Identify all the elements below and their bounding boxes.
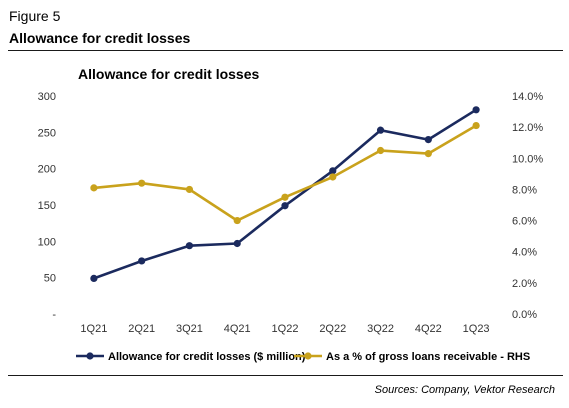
series-1-point bbox=[233, 239, 241, 248]
y-right-tick-label: 4.0% bbox=[512, 247, 537, 259]
series-2-point bbox=[90, 184, 98, 192]
y-left-tick-label: 50 bbox=[44, 273, 56, 285]
series-1-point bbox=[376, 126, 385, 134]
y-left-tick-label: 250 bbox=[38, 127, 56, 139]
series-2-point bbox=[281, 193, 289, 201]
y-right-tick-label: 8.0% bbox=[512, 184, 537, 196]
series-1-point bbox=[90, 274, 98, 282]
x-tick-label: 1Q23 bbox=[463, 323, 490, 335]
legend: Allowance for credit losses ($ million) A… bbox=[76, 351, 530, 363]
series-1-point bbox=[472, 106, 480, 114]
x-axis: 1Q21 2Q21 3Q21 4Q21 1Q22 2Q22 3Q22 4Q22 1Q23 bbox=[80, 323, 489, 335]
x-tick-label: 2Q21 bbox=[128, 323, 155, 335]
y-right-tick-label: 14.0% bbox=[512, 91, 543, 103]
y-left-tick-label: 150 bbox=[38, 200, 56, 212]
y-left-tick-label: 300 bbox=[38, 91, 56, 103]
left-axis: - 50 100 150 200 250 300 bbox=[38, 91, 57, 321]
chart-title: Allowance for credit losses bbox=[78, 66, 259, 82]
series-2-point bbox=[424, 150, 432, 158]
series-1-point bbox=[281, 202, 289, 210]
series-1-point bbox=[424, 136, 432, 144]
x-tick-label: 2Q22 bbox=[319, 323, 346, 335]
series-2-point bbox=[329, 173, 337, 181]
legend-marker-2 bbox=[304, 352, 312, 360]
y-left-tick-label: 200 bbox=[38, 164, 56, 176]
legend-label-2: As a % of gross loans receivable - RHS bbox=[326, 351, 530, 363]
figure-title: Allowance for credit losses bbox=[9, 30, 191, 46]
y-right-tick-label: 2.0% bbox=[512, 278, 537, 290]
series-1-point bbox=[329, 167, 337, 175]
legend-marker-1 bbox=[86, 352, 94, 360]
bottom-divider bbox=[8, 375, 563, 376]
top-divider bbox=[8, 50, 563, 51]
x-tick-label: 4Q22 bbox=[415, 323, 442, 335]
x-tick-label: 1Q22 bbox=[272, 323, 299, 335]
series-layer bbox=[90, 106, 480, 282]
series-2-point bbox=[185, 185, 194, 194]
legend-label-1: Allowance for credit losses ($ million) bbox=[108, 351, 306, 363]
x-tick-label: 1Q21 bbox=[80, 323, 107, 335]
series-1-point bbox=[138, 257, 146, 265]
series-2-point bbox=[233, 216, 241, 225]
y-right-tick-label: 10.0% bbox=[512, 153, 543, 165]
y-left-tick-label: 100 bbox=[38, 236, 56, 248]
right-axis: 0.0% 2.0% 4.0% 6.0% 8.0% 10.0% 12.0% 14.0% bbox=[512, 91, 543, 321]
y-left-tick-label: - bbox=[52, 309, 56, 321]
source-note: Sources: Company, Vektor Research bbox=[374, 384, 555, 396]
x-tick-label: 4Q21 bbox=[224, 323, 251, 335]
y-right-tick-label: 6.0% bbox=[512, 216, 537, 228]
figure-label: Figure 5 bbox=[9, 8, 61, 24]
y-right-tick-label: 12.0% bbox=[512, 122, 543, 134]
chart: Allowance for credit losses - 50 100 150 200… bbox=[38, 66, 544, 363]
series-2-point bbox=[138, 179, 146, 187]
y-right-tick-label: 0.0% bbox=[512, 309, 537, 321]
series-2-point bbox=[376, 146, 385, 155]
x-tick-label: 3Q22 bbox=[367, 323, 394, 335]
series-2-point bbox=[472, 121, 480, 130]
series-1-point bbox=[185, 242, 194, 250]
x-tick-label: 3Q21 bbox=[176, 323, 203, 335]
